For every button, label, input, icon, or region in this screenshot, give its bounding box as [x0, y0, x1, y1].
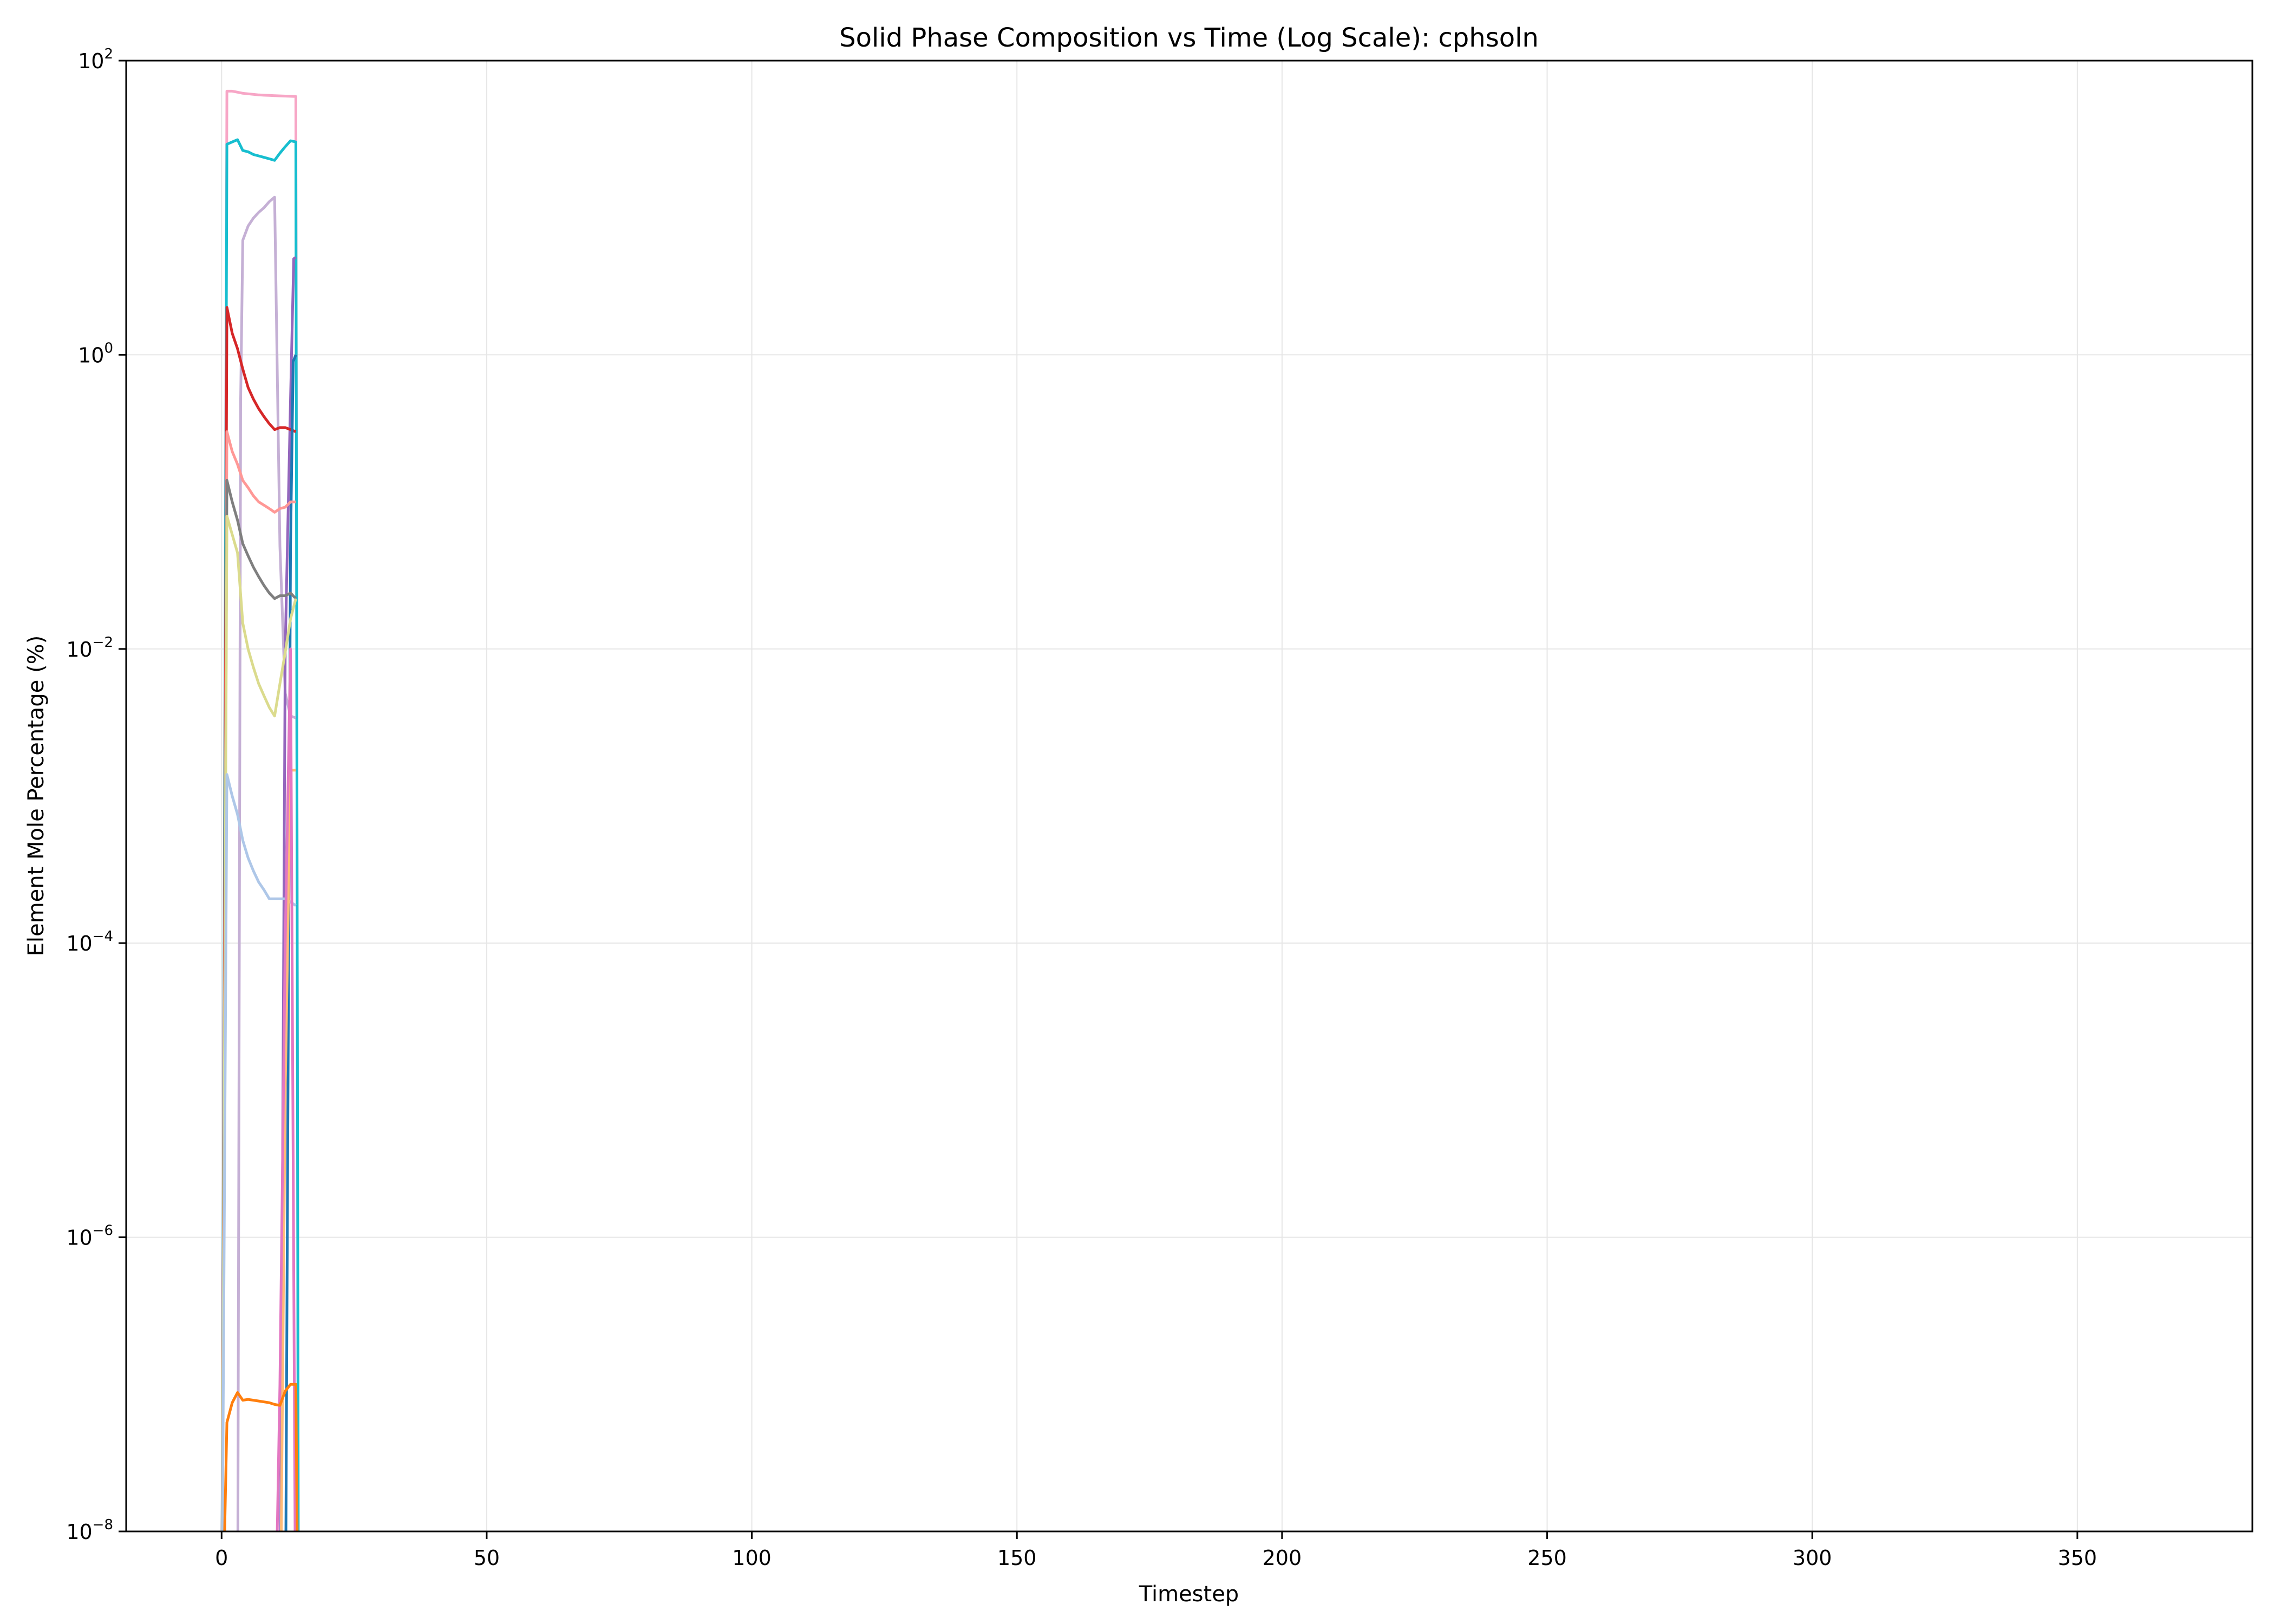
series-line: [220, 430, 296, 1531]
series-line: [220, 306, 297, 1531]
series-line: [276, 647, 297, 1531]
series-line: [284, 354, 297, 1531]
series-layer: [220, 89, 300, 1531]
x-tick-label: 250: [1527, 1546, 1567, 1570]
x-tick-label: 350: [2058, 1546, 2097, 1570]
y-tick-label: 10−4: [66, 928, 113, 955]
y-tick-label: 10−8: [66, 1517, 113, 1544]
x-tick-label: 150: [997, 1546, 1037, 1570]
series-line: [223, 1383, 299, 1531]
y-tick-label: 100: [78, 340, 113, 367]
y-tick-label: 102: [78, 46, 113, 73]
y-tick-label: 10−6: [66, 1223, 113, 1250]
ticks-layer: 0 50 100 150 200 250 300 350 10−8 10−6 10−4 10−2 100…: [66, 46, 2097, 1570]
x-tick-label: 100: [732, 1546, 772, 1570]
chart-title: Solid Phase Composition vs Time (Log Sca…: [839, 23, 1539, 53]
series-line: [221, 479, 297, 1531]
x-tick-label: 50: [474, 1546, 500, 1570]
plot-frame: [125, 60, 2253, 1533]
x-tick-label: 300: [1793, 1546, 1832, 1570]
y-tick-label: 10−2: [66, 634, 113, 662]
series-line: [220, 138, 300, 1531]
series-line: [221, 514, 297, 1531]
series-line: [220, 89, 300, 1531]
x-tick-label: 0: [215, 1546, 228, 1570]
x-axis-label: Timestep: [1139, 1582, 1239, 1607]
x-tick-label: 200: [1263, 1546, 1302, 1570]
y-axis-label: Element Mole Percentage (%): [24, 636, 49, 957]
series-line: [279, 769, 296, 1531]
series-line: [221, 773, 297, 1531]
